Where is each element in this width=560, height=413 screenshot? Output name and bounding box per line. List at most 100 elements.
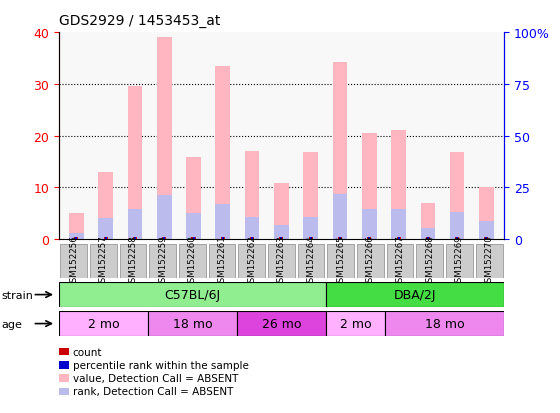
Text: GSM152264: GSM152264 (306, 235, 316, 287)
Bar (157, 38, 171, 240)
Text: 26 mo: 26 mo (262, 317, 301, 330)
Text: 2 mo: 2 mo (340, 317, 371, 330)
Bar (250, 238, 254, 240)
FancyBboxPatch shape (150, 244, 176, 278)
FancyBboxPatch shape (326, 282, 504, 308)
Bar (193, 238, 194, 240)
Bar (216, 66, 230, 240)
FancyBboxPatch shape (446, 244, 473, 278)
Text: GSM152258: GSM152258 (128, 235, 138, 287)
FancyBboxPatch shape (268, 244, 295, 278)
FancyBboxPatch shape (148, 311, 237, 337)
FancyBboxPatch shape (298, 244, 324, 278)
FancyBboxPatch shape (209, 244, 235, 278)
Bar (251, 238, 253, 240)
Bar (76, 238, 77, 240)
Text: age: age (2, 319, 22, 329)
FancyBboxPatch shape (239, 244, 265, 278)
Bar (333, 63, 347, 240)
Text: GSM152263: GSM152263 (277, 235, 286, 287)
Text: C57BL/6J: C57BL/6J (164, 288, 221, 301)
FancyBboxPatch shape (326, 311, 385, 337)
Bar (216, 204, 230, 240)
Text: strain: strain (2, 290, 34, 300)
Bar (69, 233, 83, 240)
Bar (398, 238, 400, 240)
FancyBboxPatch shape (120, 244, 146, 278)
FancyBboxPatch shape (59, 282, 326, 308)
Text: GSM152256: GSM152256 (69, 235, 78, 287)
Bar (484, 238, 488, 240)
Bar (281, 238, 282, 240)
Bar (104, 238, 108, 240)
FancyBboxPatch shape (387, 244, 413, 278)
Bar (427, 238, 429, 240)
Bar (99, 173, 113, 240)
Bar (245, 152, 259, 240)
Text: GSM152267: GSM152267 (395, 235, 405, 287)
Bar (105, 238, 107, 240)
Bar (310, 238, 312, 240)
Text: GSM152257: GSM152257 (99, 235, 108, 287)
Text: percentile rank within the sample: percentile rank within the sample (73, 360, 249, 370)
Bar (339, 238, 341, 240)
Bar (479, 221, 494, 240)
Bar (162, 238, 166, 240)
Bar (74, 238, 78, 240)
Bar (274, 225, 289, 240)
Bar (450, 153, 464, 240)
Bar (368, 238, 370, 240)
Text: GSM152268: GSM152268 (425, 235, 435, 287)
Bar (163, 238, 165, 240)
Bar (59, 348, 69, 356)
Text: DBA/2J: DBA/2J (394, 288, 436, 301)
Text: GSM152259: GSM152259 (158, 235, 167, 287)
Text: GSM152265: GSM152265 (336, 235, 346, 287)
Text: GSM152262: GSM152262 (247, 235, 256, 287)
Text: GSM152270: GSM152270 (484, 235, 494, 287)
Bar (59, 388, 69, 395)
Text: count: count (73, 347, 102, 357)
Bar (128, 210, 142, 240)
Bar (333, 194, 347, 240)
Bar (59, 375, 69, 382)
Bar (59, 361, 69, 369)
Bar (450, 213, 464, 240)
FancyBboxPatch shape (90, 244, 116, 278)
Bar (486, 238, 487, 240)
Bar (479, 188, 494, 240)
FancyBboxPatch shape (237, 311, 326, 337)
Bar (192, 238, 195, 240)
Bar (222, 238, 224, 240)
Bar (426, 238, 430, 240)
FancyBboxPatch shape (357, 244, 384, 278)
FancyBboxPatch shape (385, 311, 504, 337)
Text: GDS2929 / 1453453_at: GDS2929 / 1453453_at (59, 14, 220, 28)
Text: GSM152269: GSM152269 (455, 235, 464, 287)
Bar (274, 184, 289, 240)
Bar (396, 238, 400, 240)
Text: rank, Detection Call = ABSENT: rank, Detection Call = ABSENT (73, 387, 233, 396)
Bar (362, 210, 376, 240)
Bar (304, 153, 318, 240)
FancyBboxPatch shape (60, 244, 87, 278)
Bar (309, 238, 312, 240)
Text: 18 mo: 18 mo (425, 317, 464, 330)
Bar (186, 214, 201, 240)
Bar (421, 204, 435, 240)
Text: 2 mo: 2 mo (87, 317, 119, 330)
Text: 18 mo: 18 mo (172, 317, 212, 330)
Bar (128, 87, 142, 240)
Bar (456, 238, 458, 240)
Bar (421, 228, 435, 240)
Bar (391, 131, 406, 240)
Bar (157, 196, 171, 240)
Bar (69, 214, 83, 240)
Bar (391, 210, 406, 240)
Bar (304, 218, 318, 240)
Bar (362, 134, 376, 240)
Bar (134, 238, 136, 240)
FancyBboxPatch shape (59, 311, 148, 337)
Bar (245, 218, 259, 240)
Bar (99, 219, 113, 240)
